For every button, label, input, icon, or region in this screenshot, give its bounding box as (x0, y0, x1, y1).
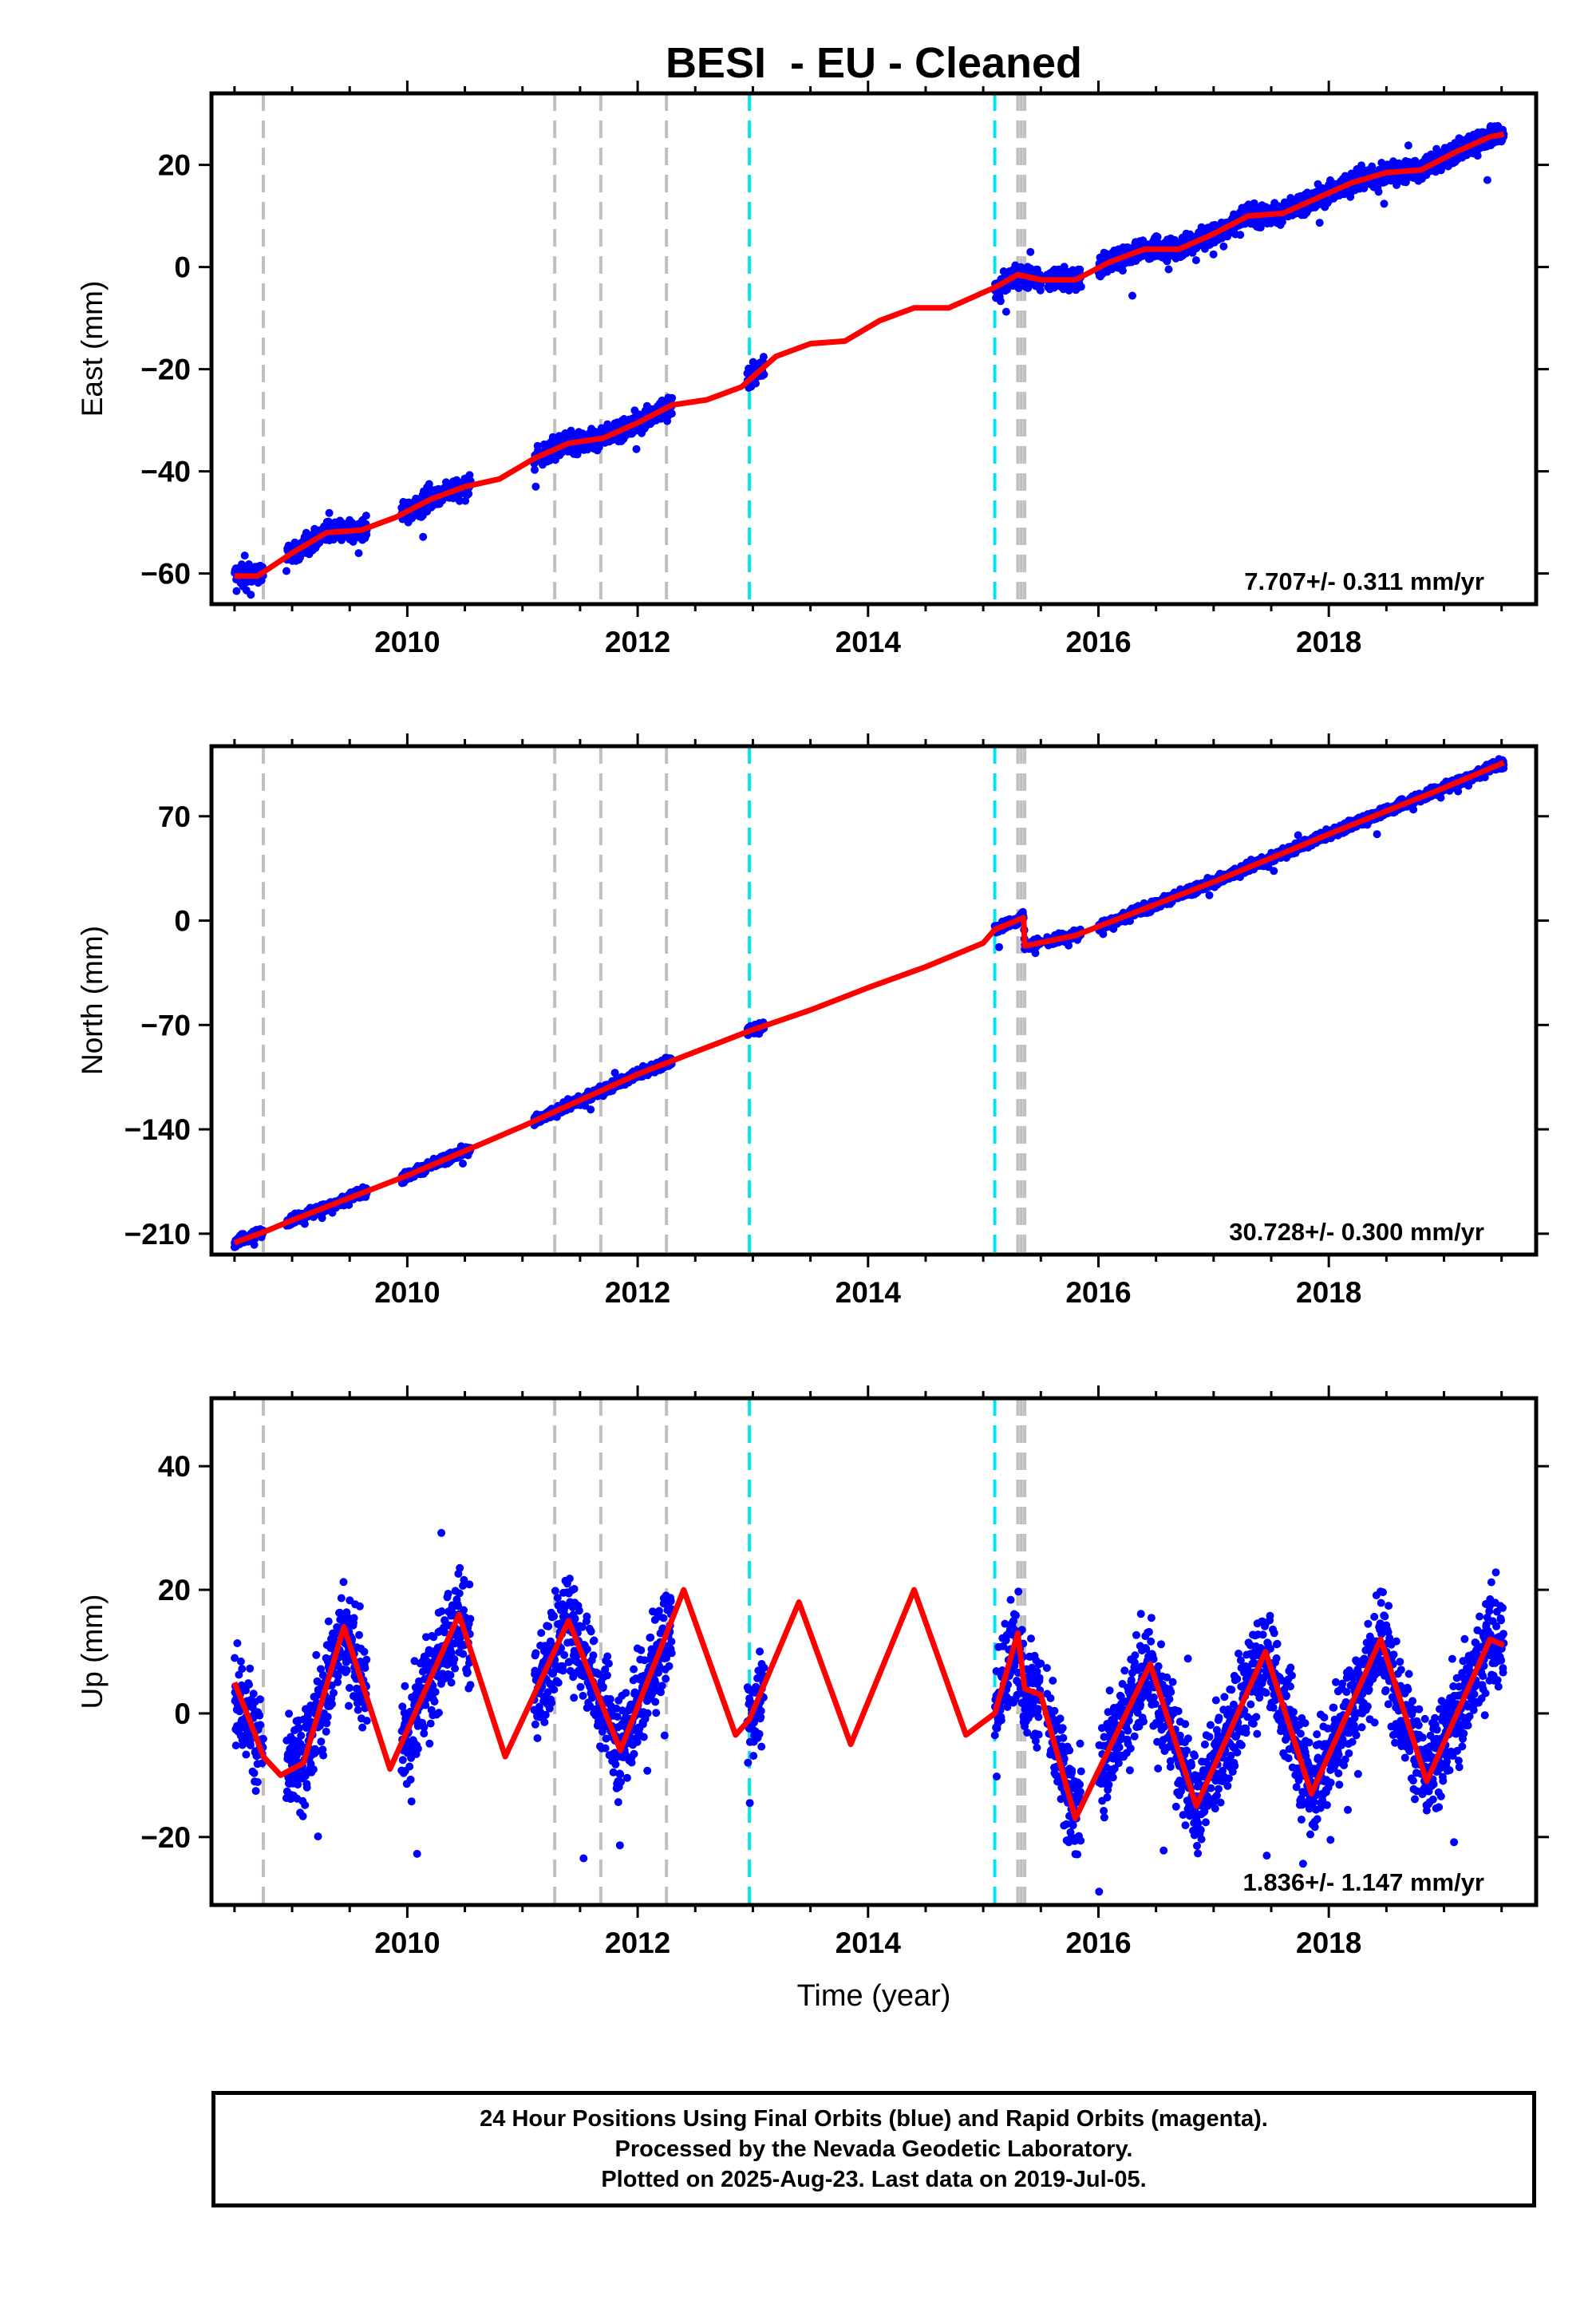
data-point (1077, 283, 1085, 291)
panel-north: 2010 2012 2014 2016 2018−210−140−70070North … (76, 733, 1549, 1309)
data-point (595, 443, 603, 452)
data-point (1236, 231, 1245, 239)
chart-title: BESI - EU - Cleaned (666, 39, 1082, 87)
x-tick-label: 2016 (1065, 626, 1131, 658)
data-point (1374, 188, 1383, 196)
data-point (465, 471, 474, 480)
x-tick-label: 2014 (836, 626, 902, 658)
data-point (1368, 162, 1377, 171)
data-point (247, 591, 255, 599)
data-point (1357, 161, 1365, 170)
panels: 2010 2012 2014 2016 2018 −60 −40 −20 0 20 East (mm… (76, 81, 1549, 1959)
rate-label: 7.707+/- 0.311 mm/yr (1244, 567, 1484, 595)
data-point (1315, 219, 1324, 227)
data-point (1404, 141, 1412, 150)
data-point (1191, 256, 1200, 265)
data-point (668, 393, 677, 402)
data-point (1483, 176, 1491, 184)
panel-east: 2010 2012 2014 2016 2018 −60 −40 −20 0 20 East (mm… (76, 81, 1549, 658)
data-point (1278, 218, 1286, 227)
plot-frame (209, 91, 1539, 607)
data-point (610, 1069, 619, 1077)
y-axis-label: East (mm) (76, 281, 109, 417)
data-point (996, 297, 1005, 306)
data-point (1473, 152, 1482, 160)
data-point (282, 567, 290, 575)
data-point (425, 480, 433, 488)
y-tick-label: 0 (174, 251, 191, 284)
data-point (1164, 265, 1173, 274)
data-point (232, 587, 241, 595)
data-point (632, 445, 641, 453)
data-point (250, 1240, 259, 1249)
data-point (240, 551, 249, 560)
data-point (354, 549, 363, 558)
data-point (296, 553, 304, 562)
data-point (361, 512, 370, 520)
data-point (752, 379, 760, 388)
data-point (1209, 250, 1218, 259)
data-point (667, 409, 676, 418)
data-point (587, 1105, 595, 1114)
y-tick-label: −20 (140, 354, 191, 386)
y-tick-label: 20 (158, 149, 191, 182)
data-points (230, 755, 1508, 1251)
data-point (1031, 949, 1040, 958)
data-point (1001, 307, 1010, 316)
data-point (1026, 247, 1035, 256)
data-point (455, 496, 464, 505)
data-point (1036, 286, 1045, 294)
data-point (235, 607, 243, 615)
data-point (464, 489, 473, 498)
data-point (760, 370, 768, 379)
data-point (1380, 200, 1389, 208)
model-line (234, 131, 1505, 579)
y-tick-label: −60 (140, 558, 191, 591)
data-point (531, 465, 539, 474)
data-point (1118, 267, 1127, 275)
x-tick-label: 2018 (1296, 626, 1361, 658)
data-point (419, 532, 428, 541)
data-point (1153, 232, 1162, 241)
y-tick-label: −40 (140, 456, 191, 488)
data-point (1219, 242, 1228, 251)
data-point (995, 943, 1003, 951)
data-point (531, 482, 540, 491)
x-tick-label: 2012 (605, 626, 670, 658)
x-tick-label: 2010 (374, 626, 440, 658)
data-point (325, 508, 334, 517)
data-point (459, 1160, 467, 1168)
data-point (759, 353, 768, 362)
data-point (1128, 291, 1136, 300)
